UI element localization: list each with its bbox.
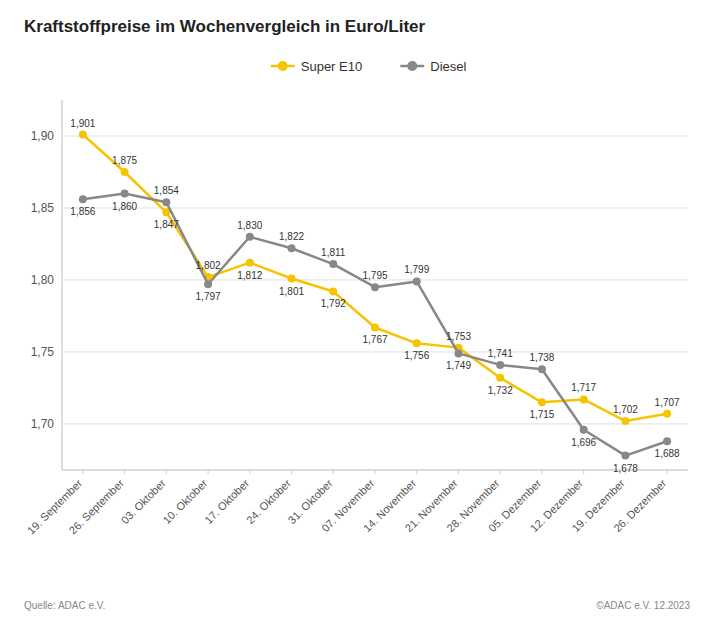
point <box>538 398 546 406</box>
x-tick <box>291 470 292 474</box>
x-tick <box>541 470 542 474</box>
series-line <box>83 194 667 456</box>
grid <box>62 136 688 424</box>
data-label: 1,717 <box>571 382 596 393</box>
point <box>413 277 421 285</box>
data-label: 1,792 <box>321 298 346 309</box>
data-labels: 1,901 1,875 1,847 1,802 1,812 1,801 1,792 1,767… <box>70 118 680 474</box>
data-label: 1,696 <box>571 437 596 448</box>
data-label: 1,767 <box>362 334 387 345</box>
x-tick <box>124 470 125 474</box>
data-label: 1,801 <box>279 286 304 297</box>
point <box>288 244 296 252</box>
y-tick-label: 1,80 <box>31 273 55 287</box>
y-tick-label: 1,90 <box>31 129 55 143</box>
point <box>79 195 87 203</box>
data-label: 1,847 <box>154 219 179 230</box>
grid-line <box>62 423 688 424</box>
legend-label: Super E10 <box>301 59 362 74</box>
legend-swatch-marker <box>278 61 288 71</box>
y-tick-label: 1,75 <box>31 345 55 359</box>
grid-line <box>62 351 688 352</box>
data-label: 1,875 <box>112 155 137 166</box>
point <box>288 275 296 283</box>
x-tick <box>208 470 209 474</box>
point <box>246 233 254 241</box>
x-tick <box>333 470 334 474</box>
point <box>496 361 504 369</box>
legend: Super E10 Diesel <box>271 59 467 74</box>
y-tick-label: 1,70 <box>31 417 55 431</box>
legend-label: Diesel <box>430 59 466 74</box>
point <box>663 410 671 418</box>
y-tick-label: 1,85 <box>31 201 55 215</box>
point <box>121 190 129 198</box>
point <box>496 374 504 382</box>
data-label: 1,756 <box>404 350 429 361</box>
x-tick <box>583 470 584 474</box>
point <box>621 452 629 460</box>
point <box>413 339 421 347</box>
data-label: 1,812 <box>237 270 262 281</box>
point <box>621 417 629 425</box>
data-label: 1,830 <box>237 220 262 231</box>
footer-note: Quelle: ADAC e.V. <box>24 600 105 611</box>
x-tick <box>667 470 668 474</box>
point <box>121 168 129 176</box>
series-line <box>83 135 667 421</box>
x-tick <box>249 470 250 474</box>
grid-line <box>62 135 688 136</box>
point <box>454 349 462 357</box>
x-tick <box>375 470 376 474</box>
x-tick <box>82 470 83 474</box>
point <box>246 259 254 267</box>
legend-swatch-marker <box>407 61 417 71</box>
data-label: 1,749 <box>446 360 471 371</box>
data-label: 1,753 <box>446 331 471 342</box>
x-tick <box>416 470 417 474</box>
x-tick-label: 26. Dezember <box>611 477 669 535</box>
point <box>329 287 337 295</box>
data-label: 1,860 <box>112 201 137 212</box>
x-tick-label: 26. September <box>67 477 127 537</box>
grid-line <box>62 207 688 208</box>
point <box>580 426 588 434</box>
data-label: 1,797 <box>196 291 221 302</box>
data-label: 1,802 <box>196 260 221 271</box>
data-label: 1,715 <box>529 409 554 420</box>
data-label: 1,856 <box>70 206 95 217</box>
point <box>371 283 379 291</box>
data-label: 1,854 <box>154 185 179 196</box>
data-label: 1,799 <box>404 264 429 275</box>
data-label: 1,688 <box>655 448 680 459</box>
plot-area <box>79 131 671 460</box>
data-label: 1,795 <box>362 270 387 281</box>
point <box>580 395 588 403</box>
point <box>79 131 87 139</box>
title: Kraftstoffpreise im Wochenvergleich in E… <box>24 17 426 36</box>
data-label: 1,702 <box>613 404 638 415</box>
point <box>204 280 212 288</box>
point <box>663 437 671 445</box>
point <box>371 323 379 331</box>
chart: Kraftstoffpreise im Wochenvergleich in E… <box>0 0 710 623</box>
y-axis-line <box>62 100 63 470</box>
point <box>538 365 546 373</box>
x-tick <box>500 470 501 474</box>
x-tick <box>166 470 167 474</box>
footer-note: ©ADAC e.V. 12.2023 <box>596 600 690 611</box>
data-label: 1,738 <box>529 352 554 363</box>
data-label: 1,822 <box>279 231 304 242</box>
data-label: 1,901 <box>70 118 95 129</box>
x-tick <box>458 470 459 474</box>
data-label: 1,732 <box>488 385 513 396</box>
data-label: 1,678 <box>613 463 638 474</box>
data-label: 1,707 <box>655 397 680 408</box>
data-label: 1,811 <box>321 247 346 258</box>
data-label: 1,741 <box>488 348 513 359</box>
point <box>162 198 170 206</box>
point <box>329 260 337 268</box>
